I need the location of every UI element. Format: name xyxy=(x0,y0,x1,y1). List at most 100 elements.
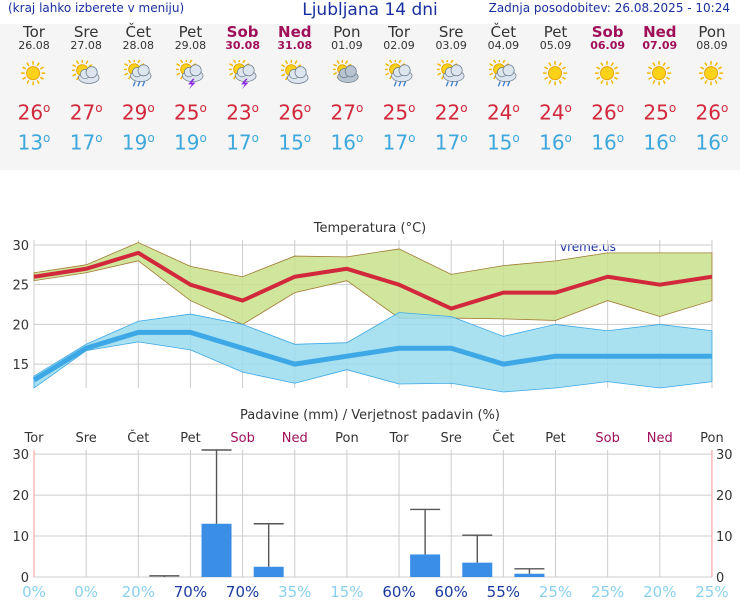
precip-probability: 20% xyxy=(643,583,676,600)
x-tick-label: Sre xyxy=(441,431,462,446)
day-column: Pon 01.09 27o 16o xyxy=(321,24,373,153)
precip-probability: 70% xyxy=(226,583,259,600)
max-temp-band xyxy=(33,242,713,325)
temp-max: 24o xyxy=(539,100,572,125)
day-column: Sre 27.08 27o 17o xyxy=(60,24,112,153)
temp-min: 13o xyxy=(17,130,51,155)
day-column: Sre 03.09 22o 17o xyxy=(425,24,477,153)
day-column: Pet 05.09 24o 16o xyxy=(530,24,582,153)
y-tick-label: 0 xyxy=(21,571,29,586)
day-column: Sob 06.09 26o 16o xyxy=(582,24,634,153)
temp-min: 17o xyxy=(69,130,103,155)
y-tick-label: 15 xyxy=(12,358,29,373)
temp-max: 25o xyxy=(382,100,416,125)
day-column: Tor 02.09 25o 17o xyxy=(373,24,425,153)
y-tick-label: 10 xyxy=(12,530,29,545)
day-date: 06.09 xyxy=(590,39,626,52)
precip-bar xyxy=(514,573,545,577)
day-name: Pet xyxy=(178,23,203,41)
charts: Temperatura (°C) vreme.us 15 20 25 30 Padavine… xyxy=(12,221,733,600)
temp-max: 22o xyxy=(434,100,468,125)
temp-min: 17o xyxy=(226,130,259,155)
day-column: Ned 07.09 25o 16o xyxy=(634,24,686,153)
x-tick-label: Pet xyxy=(180,431,200,446)
watermark: vreme.us xyxy=(560,240,616,254)
day-name: Ned xyxy=(643,23,677,41)
precip-probability: 60% xyxy=(435,583,468,600)
temp-max: 26o xyxy=(17,100,51,125)
day-date: 26.08 xyxy=(18,39,50,52)
sun-icon xyxy=(20,61,46,86)
sun-icon xyxy=(542,61,567,86)
temp-min: 19o xyxy=(174,130,207,155)
x-tick-label: Ned xyxy=(647,431,673,446)
precip-probability: 70% xyxy=(174,583,207,600)
thunderstorm-icon xyxy=(228,60,257,89)
precip-probability: 60% xyxy=(382,583,415,600)
x-tick-label: Pon xyxy=(335,431,359,446)
day-date: 07.09 xyxy=(642,39,678,52)
precip-bar xyxy=(462,562,493,577)
temp-min: 16o xyxy=(643,130,677,155)
min-temp-line xyxy=(32,329,712,383)
y-tick-label: 30 xyxy=(12,448,29,463)
location-hint: (kraj lahko izberete v meniju) xyxy=(8,1,185,15)
precip-probability: 25% xyxy=(591,583,624,600)
precip-probability: 55% xyxy=(487,583,520,600)
temp-min: 17o xyxy=(382,130,416,155)
y-tick-label: 25 xyxy=(12,279,29,294)
temp-min: 16o xyxy=(330,130,364,155)
y-tick-label-right: 0 xyxy=(716,571,724,586)
day-name: Pet xyxy=(543,23,568,41)
day-date: 29.08 xyxy=(174,39,207,52)
sun-cloud-rain-icon xyxy=(437,60,465,87)
day-date: 03.09 xyxy=(435,39,467,52)
x-tick-label: Sob xyxy=(595,431,619,446)
cloud-icon xyxy=(332,60,359,83)
day-date: 31.08 xyxy=(277,39,313,52)
y-tick-label: 20 xyxy=(12,318,29,333)
day-column: Ned 31.08 26o 15o xyxy=(269,24,321,153)
temp-min: 19o xyxy=(121,130,155,155)
sun-cloud-icon xyxy=(280,60,309,84)
x-tick-label: Pon xyxy=(700,431,724,446)
day-column: Sob 30.08 23o 17o xyxy=(217,24,269,153)
day-name: Sre xyxy=(73,23,99,41)
y-tick-label-right: 20 xyxy=(716,489,733,504)
x-tick-label: Tor xyxy=(23,431,44,446)
temp-max: 25o xyxy=(174,100,207,125)
day-column: Tor 26.08 26o 13o xyxy=(8,24,60,153)
day-date: 01.09 xyxy=(331,39,363,52)
temp-max: 26o xyxy=(278,100,312,125)
x-tick-label: Pet xyxy=(545,431,565,446)
precip-probability: 25% xyxy=(695,583,728,600)
precip-bar xyxy=(253,566,284,577)
temp-max: 26o xyxy=(591,100,625,125)
x-tick-label: Ned xyxy=(282,431,308,446)
day-date: 04.09 xyxy=(487,39,520,52)
temp-max: 27o xyxy=(330,100,364,125)
precip-chart-title: Padavine (mm) / Verjetnost padavin (%) xyxy=(240,408,500,423)
precip-probability: 35% xyxy=(278,583,311,600)
sun-icon xyxy=(646,61,671,86)
x-tick-label: Čet xyxy=(492,430,514,446)
temp-min: 16o xyxy=(539,130,572,155)
temp-max: 27o xyxy=(69,100,103,125)
temp-chart-title: Temperatura (°C) xyxy=(313,221,426,236)
day-name: Tor xyxy=(23,23,45,41)
precip-probability: 0% xyxy=(74,583,98,600)
day-column: Čet 04.09 24o 15o xyxy=(477,24,529,153)
sun-cloud-rain-icon xyxy=(385,60,413,87)
max-temp-line xyxy=(33,250,713,311)
sun-cloud-rain-icon xyxy=(124,60,152,87)
sun-icon xyxy=(594,61,619,86)
day-name: Čet xyxy=(125,23,152,41)
temp-max: 25o xyxy=(643,100,677,125)
temp-min: 16o xyxy=(695,130,729,155)
day-name: Ned xyxy=(278,23,312,41)
x-tick-label: Sob xyxy=(230,431,254,446)
last-update: Zadnja posodobitev: 26.08.2025 - 10:24 xyxy=(488,1,730,15)
day-date: 08.09 xyxy=(696,39,728,52)
precip-bar xyxy=(410,554,441,577)
temp-max: 24o xyxy=(486,100,520,125)
